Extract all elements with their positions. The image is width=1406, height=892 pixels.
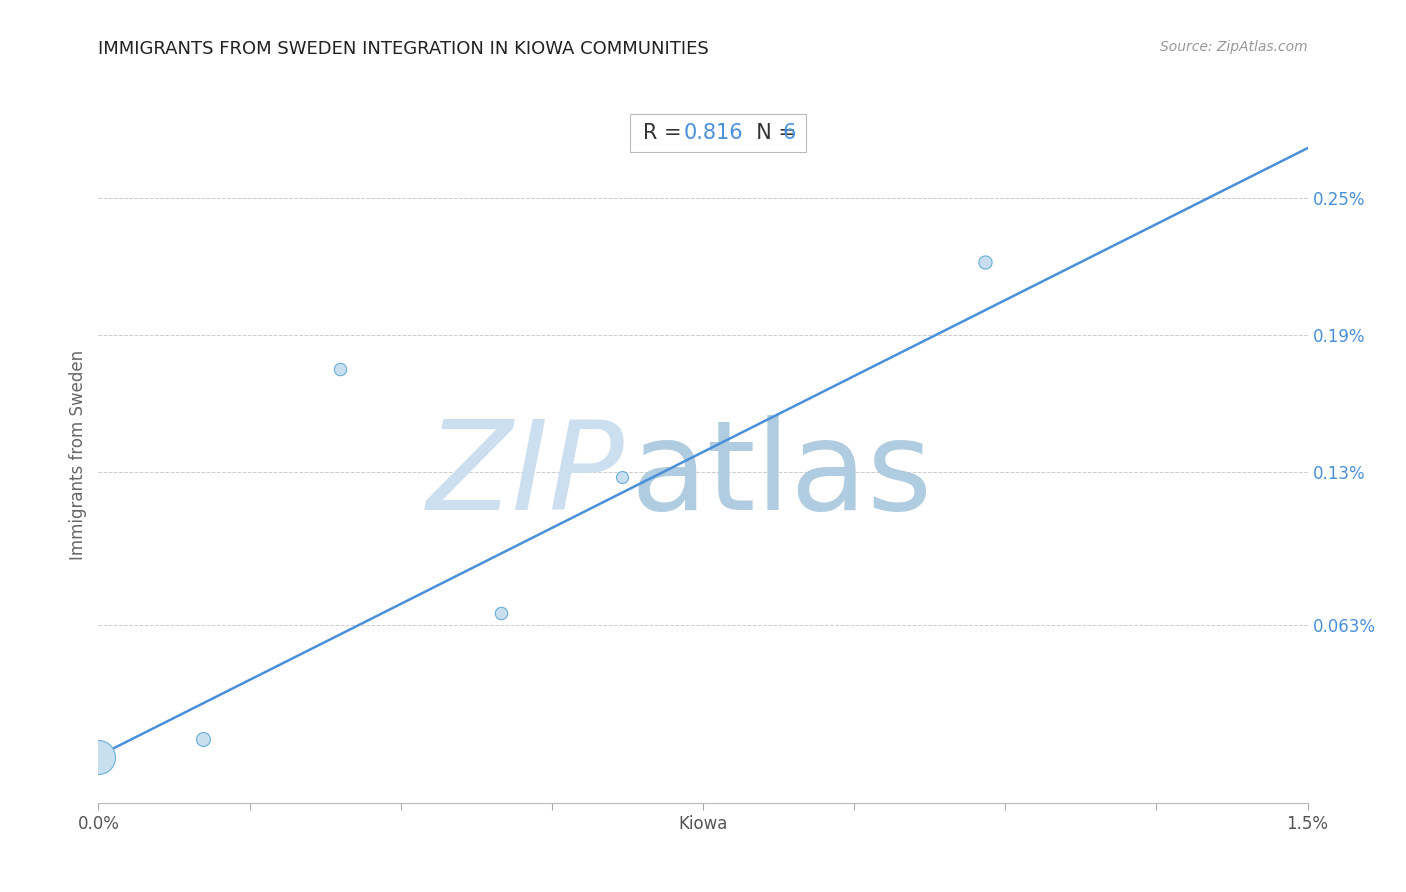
Point [87,750,110,764]
Text: 0.816: 0.816 [683,123,744,143]
Text: IMMIGRANTS FROM SWEDEN INTEGRATION IN KIOWA COMMUNITIES: IMMIGRANTS FROM SWEDEN INTEGRATION IN KI… [98,40,709,58]
Text: 6: 6 [783,123,796,143]
Text: ZIP: ZIP [426,416,624,536]
Text: Source: ZipAtlas.com: Source: ZipAtlas.com [1160,40,1308,54]
Text: N =: N = [742,123,803,143]
Point [612,469,634,483]
Text: atlas: atlas [630,416,932,536]
Y-axis label: Immigrants from Sweden: Immigrants from Sweden [69,350,87,560]
Point [193,731,215,746]
Point [974,255,997,269]
Point [329,362,352,376]
Text: R =: R = [643,123,688,143]
FancyBboxPatch shape [630,114,806,153]
Point [491,607,513,621]
